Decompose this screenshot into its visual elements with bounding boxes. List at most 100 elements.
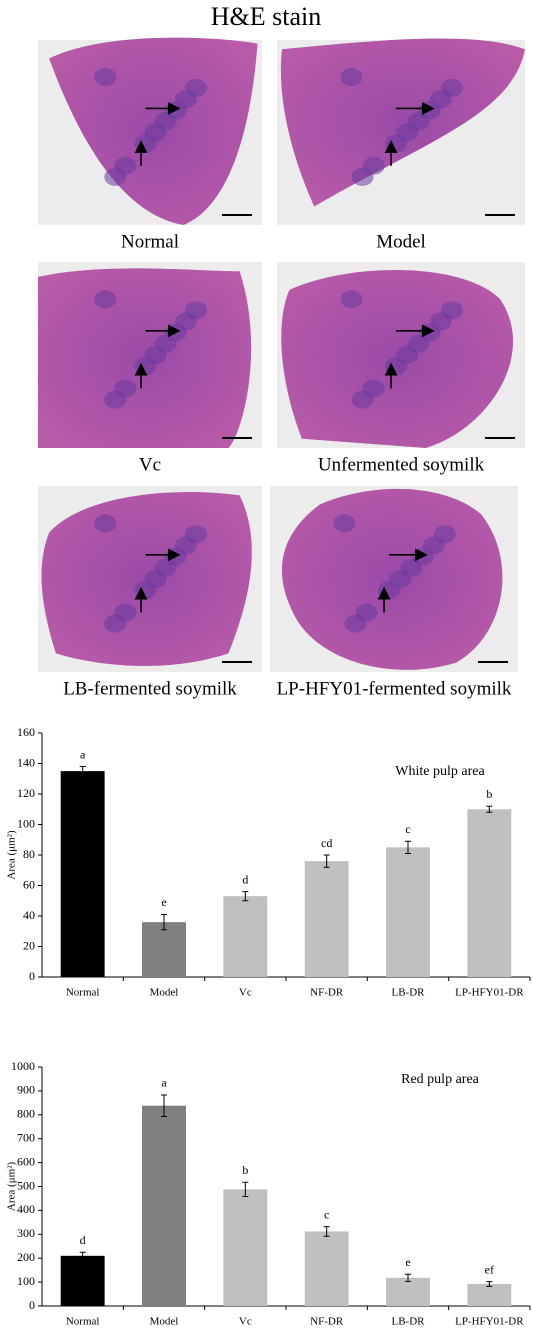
x-tick-label: Vc <box>239 987 252 999</box>
significance-letter: b <box>486 787 492 801</box>
error-bar <box>486 805 493 813</box>
bar <box>386 847 430 977</box>
lymphoid-follicle <box>114 379 137 398</box>
error-bar <box>405 840 411 854</box>
lymphoid-follicle <box>400 558 423 577</box>
significance-letter: ef <box>485 1262 494 1276</box>
y-tick-label: 800 <box>17 1107 35 1121</box>
lymphoid-follicle <box>362 156 385 175</box>
bar <box>60 771 105 977</box>
micrograph <box>38 262 262 448</box>
y-tick-label: 100 <box>17 816 35 830</box>
lymphoid-follicle <box>340 68 363 86</box>
lymphoid-follicle <box>184 79 207 98</box>
panel-label: LB-fermented soymilk <box>63 678 237 699</box>
bar <box>142 922 186 977</box>
error-bar <box>161 1094 167 1117</box>
lymphoid-follicle <box>355 603 378 622</box>
micrograph <box>277 262 525 448</box>
bar <box>467 1284 512 1306</box>
y-tick-label: 0 <box>29 969 35 983</box>
bar <box>223 1189 268 1306</box>
y-tick-label: 40 <box>23 908 35 922</box>
error-bar <box>242 891 249 902</box>
y-tick-label: 140 <box>17 755 35 769</box>
x-tick-label: NF-DR <box>310 1316 344 1328</box>
significance-letter: a <box>80 747 86 761</box>
y-tick-label: 200 <box>17 1250 35 1264</box>
error-bar <box>161 913 167 931</box>
y-tick-label: 120 <box>17 786 35 800</box>
significance-letter: c <box>324 1207 329 1221</box>
x-tick-label: LP-HFY01-DR <box>455 1316 524 1328</box>
lymphoid-follicle <box>340 290 363 309</box>
x-tick-label: NF-DR <box>310 987 344 999</box>
lymphoid-follicle <box>184 301 207 320</box>
significance-letter: c <box>405 822 410 836</box>
y-tick-label: 600 <box>17 1154 35 1168</box>
x-tick-label: Normal <box>66 1316 100 1328</box>
significance-letter: d <box>80 1233 86 1247</box>
lymphoid-follicle <box>440 301 463 320</box>
bar <box>304 1231 349 1306</box>
y-tick-label: 900 <box>17 1083 35 1097</box>
micrograph <box>277 38 525 225</box>
x-tick-label: Model <box>150 1316 179 1328</box>
lymphoid-follicle <box>154 334 177 353</box>
x-tick-label: LP-HFY01-DR <box>455 987 524 999</box>
error-bar <box>242 1181 249 1198</box>
error-bar <box>405 1273 411 1282</box>
bar <box>223 896 268 977</box>
significance-letter: b <box>242 1163 248 1177</box>
micrograph <box>38 486 262 672</box>
y-tick-label: 80 <box>23 847 35 861</box>
bar <box>304 861 349 977</box>
y-tick-label: 700 <box>17 1130 35 1144</box>
y-axis-label: Area (μm²) <box>6 830 18 880</box>
y-tick-label: 100 <box>17 1274 35 1288</box>
panel-label: Vc <box>139 454 161 475</box>
bar <box>142 1105 186 1306</box>
error-bar <box>323 1226 330 1237</box>
lymphoid-follicle <box>440 79 463 98</box>
lymphoid-follicle <box>407 334 430 353</box>
x-tick-label: LB-DR <box>392 987 426 999</box>
y-tick-label: 60 <box>23 877 35 891</box>
micrograph <box>38 37 262 225</box>
lymphoid-follicle <box>184 525 207 544</box>
significance-letter: d <box>242 872 248 886</box>
y-tick-label: 300 <box>17 1226 35 1240</box>
micrograph <box>270 486 518 672</box>
y-tick-label: 500 <box>17 1178 35 1192</box>
bar <box>467 809 512 977</box>
y-axis-label: Area (μm²) <box>6 1162 18 1212</box>
y-tick-label: 0 <box>29 1298 35 1312</box>
panel-label: Model <box>376 231 426 252</box>
lymphoid-follicle <box>333 514 356 533</box>
lymphoid-follicle <box>114 156 137 175</box>
panel-label: LP-HFY01-fermented soymilk <box>277 678 512 699</box>
significance-letter: a <box>161 1076 167 1090</box>
lymphoid-follicle <box>154 112 177 131</box>
y-tick-label: 1000 <box>11 1059 35 1073</box>
significance-letter: cd <box>321 836 332 850</box>
chart-title: White pulp area <box>395 764 485 779</box>
lymphoid-follicle <box>433 525 456 544</box>
error-bar <box>323 854 330 868</box>
y-tick-label: 400 <box>17 1202 35 1216</box>
significance-letter: e <box>405 1255 410 1269</box>
chart-title: Red pulp area <box>401 1072 480 1087</box>
lymphoid-follicle <box>94 290 117 309</box>
y-tick-label: 160 <box>17 725 35 739</box>
x-tick-label: Vc <box>239 1316 252 1328</box>
error-bar <box>79 1251 86 1260</box>
figure-title: H&E stain <box>211 2 322 31</box>
x-tick-label: LB-DR <box>392 1316 426 1328</box>
lymphoid-follicle <box>407 112 430 131</box>
panel-label: Normal <box>121 231 179 252</box>
y-tick-label: 20 <box>23 938 35 952</box>
lymphoid-follicle <box>94 68 117 86</box>
error-bar <box>486 1281 493 1287</box>
bar <box>386 1277 430 1306</box>
